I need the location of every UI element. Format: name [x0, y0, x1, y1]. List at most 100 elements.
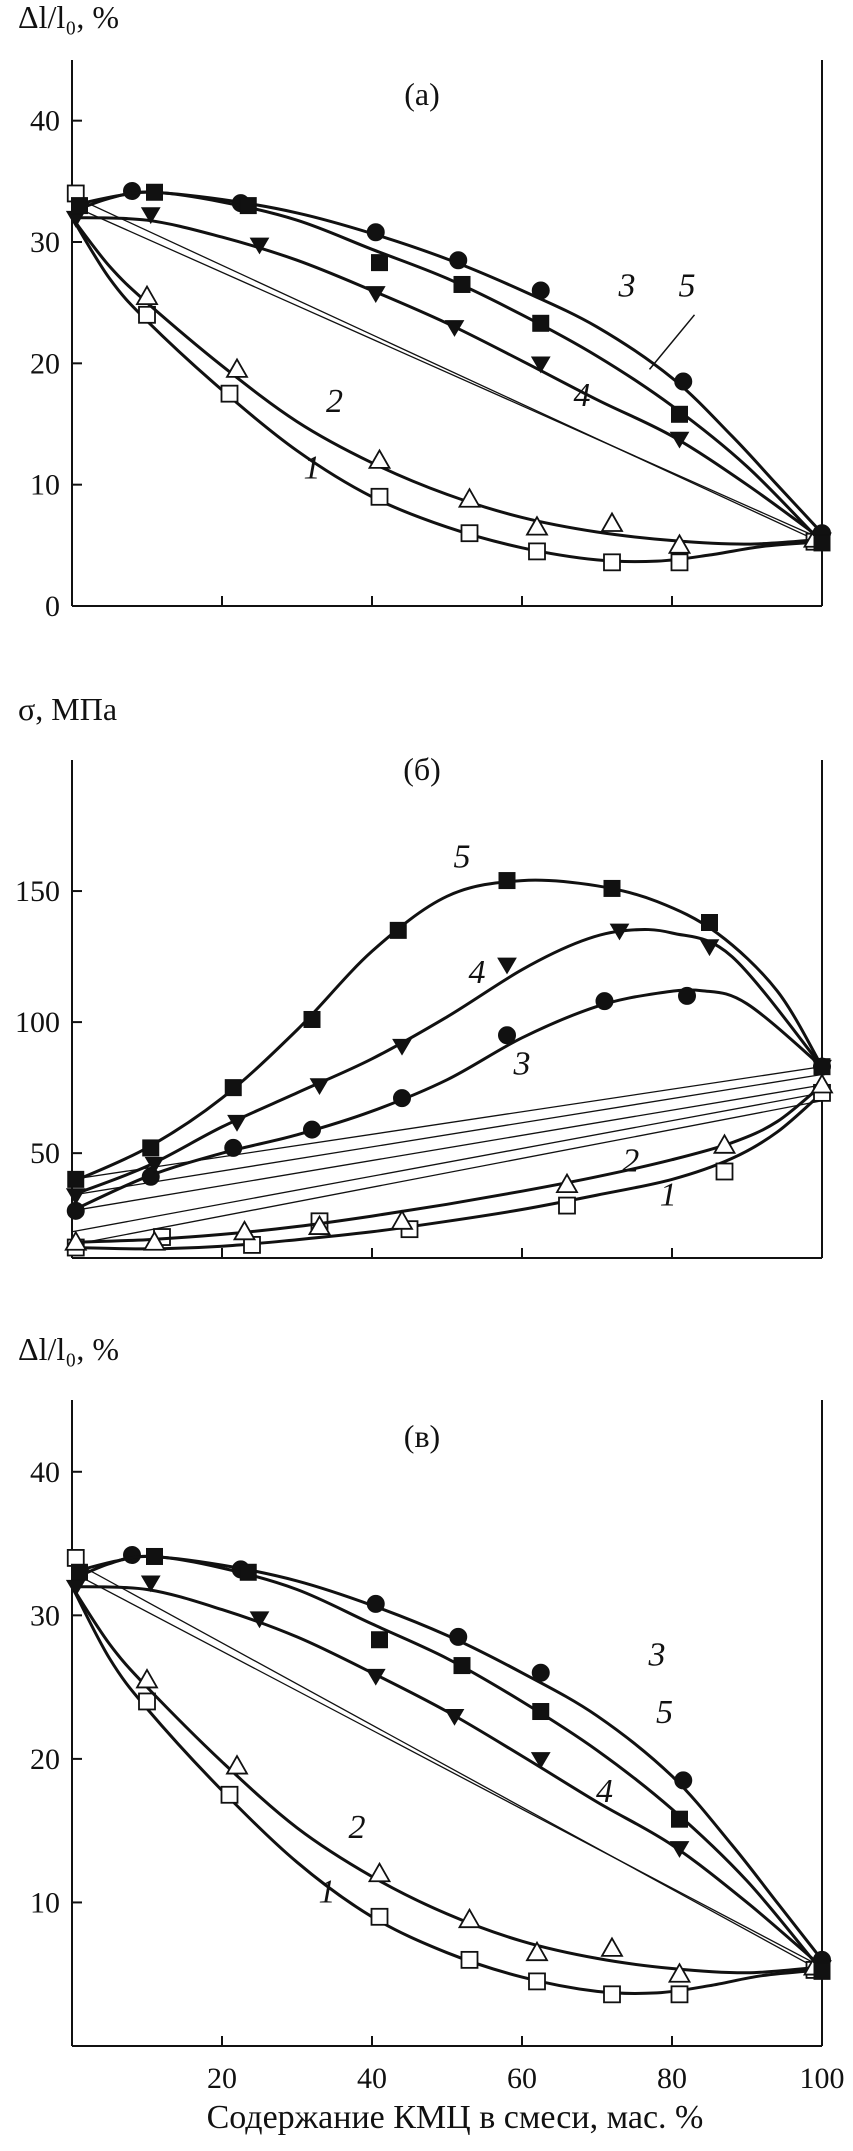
- data-point: [239, 1563, 257, 1581]
- y-tick-label: 150: [15, 875, 60, 908]
- data-point: [460, 1950, 479, 1969]
- series-line: [71, 927, 824, 1197]
- data-point: [66, 1549, 85, 1567]
- data-point: [227, 1114, 247, 1132]
- data-point: [449, 1627, 468, 1646]
- data-point: [123, 1546, 141, 1565]
- curve-label: 3: [648, 1637, 666, 1674]
- data-point: [525, 515, 549, 536]
- panel-label: (а): [404, 76, 440, 112]
- series-line: [70, 216, 823, 564]
- data-point: [669, 1841, 690, 1858]
- data-point: [224, 1079, 242, 1097]
- data-point: [525, 1940, 549, 1962]
- additive-line: [71, 1084, 823, 1212]
- data-point: [239, 197, 257, 215]
- data-point: [389, 921, 407, 939]
- data-point: [457, 1907, 482, 1929]
- x-tick-label: 80: [657, 2062, 687, 2095]
- data-point: [678, 986, 696, 1005]
- data-point: [224, 1138, 243, 1157]
- additive-line: [71, 1571, 823, 1968]
- data-point: [669, 431, 690, 449]
- series-3: [66, 986, 831, 1220]
- additive-line: [71, 205, 823, 540]
- data-point: [365, 286, 386, 303]
- y-axis-label: σ, МПа: [18, 691, 117, 727]
- data-point: [71, 1563, 88, 1581]
- curve-label: 3: [513, 1046, 531, 1083]
- data-point: [71, 197, 88, 215]
- data-point: [146, 183, 163, 201]
- curve-label: 4: [596, 1773, 613, 1810]
- series-line: [71, 988, 823, 1213]
- x-tick-label: 60: [507, 2062, 537, 2095]
- y-tick-label: 40: [30, 1456, 60, 1489]
- series-line: [71, 1083, 823, 1244]
- data-point: [366, 1594, 385, 1613]
- data-point: [603, 879, 621, 897]
- axes: 50 100 150: [15, 760, 823, 1259]
- additive-line: [71, 1100, 823, 1246]
- panel-a: 0 10 20 30 40 Δl/l₀, % (а) 12 3 4 5: [18, 0, 832, 623]
- data-point: [303, 1120, 321, 1139]
- data-point: [600, 511, 624, 532]
- axes: 0 10 20 30 40: [30, 60, 823, 623]
- data-point: [390, 1209, 414, 1230]
- data-point: [249, 237, 270, 255]
- series-line: [71, 190, 824, 535]
- panel-b: 50 100 150 σ, МПа (б) 12 3 4 5: [15, 691, 834, 1259]
- x-tick-label: 20: [207, 2062, 237, 2095]
- additive-line: [71, 195, 823, 544]
- data-point: [220, 1785, 239, 1804]
- data-point: [123, 182, 141, 201]
- data-point: [67, 1170, 85, 1188]
- data-point: [810, 1073, 834, 1094]
- series-line: [70, 216, 823, 546]
- y-tick-label: 20: [30, 347, 60, 380]
- y-tick-label: 10: [30, 1886, 60, 1919]
- data-point: [366, 223, 385, 242]
- y-tick-label: 40: [30, 105, 60, 138]
- series-line: [71, 1091, 823, 1251]
- series-line: [71, 878, 824, 1184]
- series-3: [71, 182, 831, 543]
- data-point: [600, 1936, 624, 1957]
- data-point: [371, 1631, 388, 1649]
- y-tick-label: 30: [30, 226, 60, 259]
- series-5: [67, 872, 831, 1188]
- series-2: [70, 216, 827, 554]
- data-point: [530, 356, 551, 374]
- data-point: [138, 305, 156, 324]
- data-point: [225, 357, 249, 378]
- additive-line: [71, 1092, 823, 1233]
- x-tick-label: 40: [357, 2062, 387, 2095]
- curve-label: 5: [679, 268, 696, 305]
- panel-label: (б): [403, 751, 441, 787]
- data-point: [138, 1692, 156, 1711]
- data-point: [531, 281, 550, 300]
- series-3: [71, 1546, 831, 1969]
- data-point: [249, 1611, 270, 1629]
- data-point: [595, 992, 614, 1011]
- data-point: [453, 275, 471, 293]
- data-point: [671, 1810, 688, 1828]
- curve-label: 2: [326, 383, 343, 420]
- data-point: [64, 1230, 88, 1251]
- series-4: [65, 1575, 832, 1978]
- curve-label: 4: [574, 377, 591, 414]
- curve-label: 5: [454, 838, 471, 875]
- data-point: [603, 553, 621, 572]
- series-5: [71, 1547, 831, 1980]
- curve-label: 1: [304, 450, 321, 487]
- data-point: [712, 1133, 737, 1154]
- data-point: [140, 1575, 161, 1593]
- data-point: [232, 1219, 257, 1241]
- data-point: [674, 1771, 693, 1790]
- y-tick-label: 10: [30, 469, 60, 502]
- additive-line: [71, 1560, 823, 1972]
- curve-label: 4: [469, 954, 486, 991]
- data-point: [699, 939, 720, 957]
- data-point: [309, 1078, 330, 1095]
